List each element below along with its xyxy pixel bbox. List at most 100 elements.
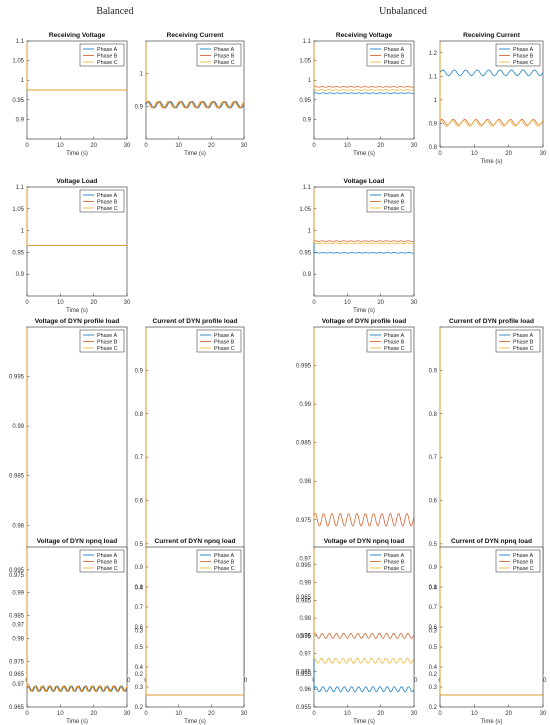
y-tick-label: 0.4 bbox=[429, 585, 438, 591]
chart-title: Voltage Load bbox=[57, 178, 98, 185]
chart-panel-3: Receiving Voltage 0 10 20 30 Time (s) 0.9 0.95 1… bbox=[299, 32, 418, 157]
series-line-phase-b bbox=[439, 42, 544, 126]
y-tick-label: 0.975 bbox=[9, 659, 25, 665]
x-tick-label: 30 bbox=[124, 678, 131, 684]
chart-title: Current of DYN profile load bbox=[449, 318, 534, 325]
y-tick-label: 0.3 bbox=[135, 629, 144, 635]
y-tick-label: 0.965 bbox=[296, 595, 312, 601]
x-tick-label: 30 bbox=[540, 711, 547, 717]
y-tick-label: 1.1 bbox=[429, 74, 438, 80]
x-tick-label: 30 bbox=[540, 151, 547, 157]
legend-entry: Phase A bbox=[513, 333, 533, 339]
y-tick-label: 0.965 bbox=[9, 672, 25, 678]
chart-title: Voltage of DYN profile load bbox=[322, 318, 407, 325]
x-axis-label: Time (s) bbox=[353, 719, 375, 725]
chart-panel-2: Receiving Current 0 10 20 30 Time (s) 0.9 1 Phas… bbox=[135, 32, 248, 157]
x-tick-label: 10 bbox=[175, 711, 182, 717]
x-tick-label: 0 bbox=[25, 711, 29, 717]
chart-title: Current of DYN npnq load bbox=[155, 538, 236, 545]
legend-entry: Phase A bbox=[214, 553, 234, 559]
legend-entry: Phase A bbox=[97, 193, 117, 199]
y-tick-label: 0.8 bbox=[135, 585, 144, 591]
legend-entry: Phase C bbox=[384, 346, 405, 352]
y-tick-label: 0.7 bbox=[429, 605, 438, 611]
legend-entry: Phase A bbox=[97, 333, 117, 339]
x-axis-label: Time (s) bbox=[481, 719, 503, 725]
legend-box bbox=[196, 549, 242, 573]
chart-title: Voltage of DYN npnq load bbox=[324, 538, 404, 545]
y-tick-label: 0.97 bbox=[12, 622, 24, 628]
y-tick-label: 1.1 bbox=[303, 39, 312, 45]
x-tick-label: 20 bbox=[208, 143, 215, 149]
legend-entry: Phase B bbox=[384, 560, 405, 566]
y-tick-label: 0.5 bbox=[135, 645, 144, 651]
legend-entry: Phase B bbox=[97, 200, 118, 206]
legend-entry: Phase A bbox=[513, 47, 533, 53]
series-line-phase-c bbox=[313, 188, 415, 244]
y-tick-label: 1.05 bbox=[299, 59, 311, 65]
x-tick-label: 10 bbox=[57, 711, 64, 717]
y-tick-label: 0.97 bbox=[299, 652, 311, 658]
y-tick-label: 0.5 bbox=[135, 542, 144, 548]
series-line-phase-c bbox=[439, 42, 544, 127]
x-axis-label: Time (s) bbox=[66, 151, 88, 157]
x-tick-label: 20 bbox=[377, 711, 384, 717]
y-tick-label: 0.8 bbox=[135, 412, 144, 418]
legend-entry: Phase B bbox=[513, 560, 534, 566]
y-tick-label: 0.4 bbox=[135, 585, 144, 591]
legend-entry: Phase B bbox=[214, 340, 235, 346]
y-tick-label: 0.99 bbox=[299, 402, 311, 408]
y-tick-label: 0.97 bbox=[12, 682, 24, 688]
y-tick-label: 0.95 bbox=[299, 250, 311, 256]
legend-box bbox=[79, 189, 125, 213]
y-tick-label: 1 bbox=[21, 78, 25, 84]
y-tick-label: 1.1 bbox=[16, 39, 25, 45]
legend-entry: Phase B bbox=[384, 340, 405, 346]
x-tick-label: 10 bbox=[175, 143, 182, 149]
x-tick-label: 0 bbox=[312, 143, 316, 149]
y-tick-label: 0.5 bbox=[429, 542, 438, 548]
y-tick-label: 0.9 bbox=[429, 368, 438, 374]
chart-title: Voltage Load bbox=[344, 178, 385, 185]
y-tick-label: 0.975 bbox=[9, 573, 25, 579]
chart-title: Receiving Current bbox=[463, 32, 521, 39]
y-tick-label: 0.9 bbox=[135, 104, 144, 110]
legend-box bbox=[366, 189, 412, 213]
y-tick-label: 0.995 bbox=[296, 563, 312, 569]
y-tick-label: 0.955 bbox=[296, 672, 312, 678]
x-tick-label: 30 bbox=[411, 711, 418, 717]
x-tick-label: 30 bbox=[411, 300, 418, 306]
legend-entry: Phase A bbox=[97, 553, 117, 559]
x-tick-label: 10 bbox=[344, 300, 351, 306]
legend-entry: Phase C bbox=[97, 60, 118, 66]
y-tick-label: 0.99 bbox=[12, 424, 24, 430]
legend-entry: Phase B bbox=[97, 560, 118, 566]
y-tick-label: 0.965 bbox=[296, 669, 312, 675]
x-tick-label: 20 bbox=[90, 711, 97, 717]
series-line-phase-c bbox=[313, 42, 415, 91]
legend-entry: Phase C bbox=[214, 566, 235, 572]
series-line-phase-b bbox=[313, 188, 415, 242]
x-tick-label: 10 bbox=[57, 300, 64, 306]
chart-panel-6: Voltage Load 0 10 20 30 Time (s) 0.9 0.95 1 1.05 1… bbox=[299, 178, 418, 314]
legend-entry: Phase B bbox=[384, 54, 405, 60]
x-tick-label: 20 bbox=[505, 151, 512, 157]
y-tick-label: 0.4 bbox=[429, 665, 438, 671]
legend-box bbox=[79, 329, 125, 353]
legend-entry: Phase C bbox=[513, 60, 534, 66]
plot-area bbox=[313, 546, 415, 708]
y-tick-label: 0.9 bbox=[429, 121, 438, 127]
x-tick-label: 20 bbox=[505, 711, 512, 717]
legend-entry: Phase A bbox=[384, 47, 404, 53]
y-tick-label: 0.3 bbox=[429, 629, 438, 635]
legend-entry: Phase C bbox=[384, 566, 405, 572]
